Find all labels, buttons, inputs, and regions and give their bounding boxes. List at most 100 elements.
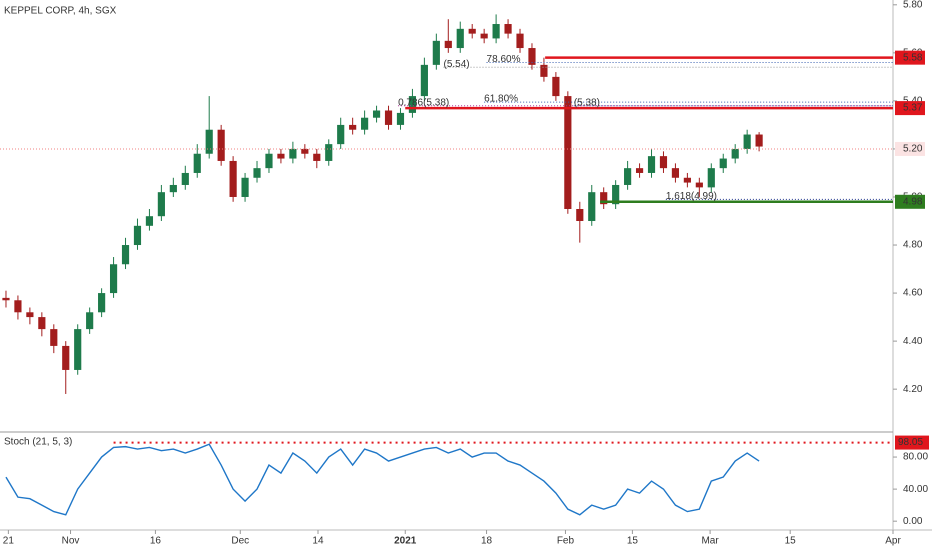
candle-body <box>86 312 94 330</box>
candle-body <box>301 148 309 154</box>
candle-body <box>98 293 106 313</box>
y-tick-label: 5.40 <box>903 96 923 107</box>
candle-body <box>50 329 58 346</box>
candle-body <box>659 156 668 169</box>
candle-body <box>719 158 727 169</box>
y-tick-label: 5.80 <box>903 0 923 10</box>
price-level-tag <box>895 50 925 65</box>
candle-body <box>612 184 620 205</box>
candle-body <box>229 160 237 197</box>
candle-body <box>540 64 548 77</box>
candle-body <box>576 208 584 222</box>
candle-body <box>372 110 381 118</box>
price-level-label: 5.37 <box>903 103 923 114</box>
candle-body <box>133 225 142 246</box>
x-tick-label: 16 <box>150 536 162 547</box>
candle-body <box>480 33 488 39</box>
candle-body <box>683 177 691 183</box>
candle-body <box>205 129 213 154</box>
candle-body <box>361 117 369 130</box>
candle-body <box>121 245 130 265</box>
candle-body <box>384 110 393 125</box>
candle-body <box>731 148 739 159</box>
candle-body <box>145 216 154 226</box>
candle-body <box>2 297 10 301</box>
candle-body <box>277 153 285 159</box>
candle-body <box>313 153 321 161</box>
y-tick-label: 4.20 <box>903 384 923 395</box>
y-tick-label: 4.60 <box>903 288 923 299</box>
x-tick-label: 15 <box>627 536 639 547</box>
candle-body <box>456 28 464 49</box>
fib-label: 1.618(4.99) <box>666 191 717 202</box>
candle-body <box>468 28 476 34</box>
fib-label: 78.60% <box>487 54 521 65</box>
x-tick-label: 21 <box>3 536 15 547</box>
x-tick-label: Dec <box>231 536 249 547</box>
y-tick-label: 4.80 <box>903 240 923 251</box>
price-level-label: 4.98 <box>903 196 923 207</box>
stoch-tick-label: 80.00 <box>903 452 928 463</box>
candle-body <box>193 153 201 173</box>
candle-body <box>181 172 189 185</box>
price-level-tag <box>895 194 925 209</box>
fib-label: (5.38) <box>574 97 600 108</box>
candle-body <box>492 24 500 39</box>
candle-body <box>504 24 512 34</box>
x-tick-label: Apr <box>885 536 901 547</box>
x-tick-label: Mar <box>701 536 719 547</box>
candle-body <box>516 33 524 49</box>
candle-body <box>647 156 656 173</box>
candle-body <box>265 153 273 169</box>
price-level-tag <box>895 141 925 156</box>
candle-body <box>420 64 428 97</box>
candle-body <box>444 40 452 49</box>
candle-body <box>38 317 46 330</box>
candle-body <box>325 144 333 161</box>
price-level-label: 5.20 <box>903 144 923 155</box>
candle-body <box>26 312 34 318</box>
candle-body <box>14 300 22 313</box>
candle-body <box>241 177 249 197</box>
candle-body <box>169 184 177 193</box>
candle-body <box>289 148 297 159</box>
fib-label: (5.54) <box>444 59 470 70</box>
x-tick-label: 18 <box>481 536 493 547</box>
candle-body <box>707 168 715 188</box>
fib-label: 61.80% <box>484 94 518 105</box>
candle-body <box>74 329 82 370</box>
candle-body <box>396 112 405 125</box>
candle-body <box>217 129 225 161</box>
candle-body <box>337 124 345 145</box>
candle-body <box>635 168 644 173</box>
candle-body <box>588 192 596 222</box>
candle-body <box>743 134 751 149</box>
candle-body <box>157 192 165 217</box>
candle-body <box>62 345 70 370</box>
chart-title: KEPPEL CORP, 4h, SGX <box>4 6 117 17</box>
x-tick-label: Nov <box>62 536 80 547</box>
candle-body <box>695 182 703 188</box>
stoch-tick-label: 0.00 <box>903 516 923 527</box>
candle-body <box>624 168 632 185</box>
candle-body <box>671 168 680 178</box>
price-level-tag <box>895 101 925 116</box>
stoch-level-tag <box>895 435 929 450</box>
stoch-tick-label: 40.00 <box>903 484 928 495</box>
candle-body <box>755 134 763 147</box>
y-tick-label: 4.40 <box>903 336 923 347</box>
price-level-label: 5.58 <box>903 52 923 63</box>
candle-body <box>109 264 118 294</box>
x-tick-label: 14 <box>312 536 324 547</box>
candle-body <box>552 76 560 97</box>
stoch-line <box>5 443 760 516</box>
x-tick-label: 2021 <box>394 536 417 547</box>
candle-body <box>253 168 261 178</box>
candle-body <box>432 40 440 65</box>
candle-body <box>528 48 536 65</box>
indicator-title: Stoch (21, 5, 3) <box>4 437 72 448</box>
candle-body <box>408 96 417 113</box>
stoch-level-label: 98.05 <box>898 437 923 448</box>
